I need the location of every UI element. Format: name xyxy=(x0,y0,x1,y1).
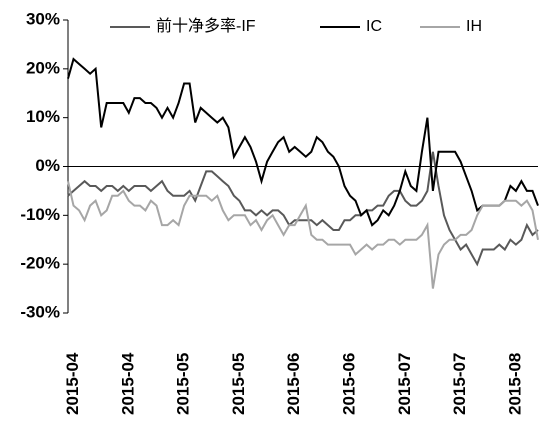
y-tick-label: -20% xyxy=(20,254,60,273)
legend-label: IC xyxy=(366,18,382,35)
x-tick-label: 2015-06 xyxy=(284,353,303,415)
legend-label: IH xyxy=(466,18,482,35)
x-tick-label: 2015-06 xyxy=(339,353,358,415)
legend-label: 前十净多率-IF xyxy=(156,17,256,35)
x-tick-label: 2015-04 xyxy=(63,352,82,415)
y-tick-label: 0% xyxy=(35,156,60,175)
y-tick-label: -30% xyxy=(20,302,60,321)
x-tick-label: 2015-08 xyxy=(505,353,524,415)
x-tick-label: 2015-05 xyxy=(229,353,248,415)
x-tick-label: 2015-07 xyxy=(450,353,469,415)
x-tick-label: 2015-07 xyxy=(395,353,414,415)
y-tick-label: 30% xyxy=(26,9,60,28)
x-tick-label: 2015-05 xyxy=(174,353,193,415)
legend: 前十净多率-IF IC IH xyxy=(110,17,482,35)
series-line xyxy=(67,57,539,227)
y-tick-label: -10% xyxy=(20,205,60,224)
x-tick-label: 2015-04 xyxy=(118,352,137,415)
y-tick-label: 10% xyxy=(26,107,60,126)
y-tick-label: 20% xyxy=(26,58,60,77)
series-line xyxy=(67,180,539,289)
series-line xyxy=(67,151,539,267)
